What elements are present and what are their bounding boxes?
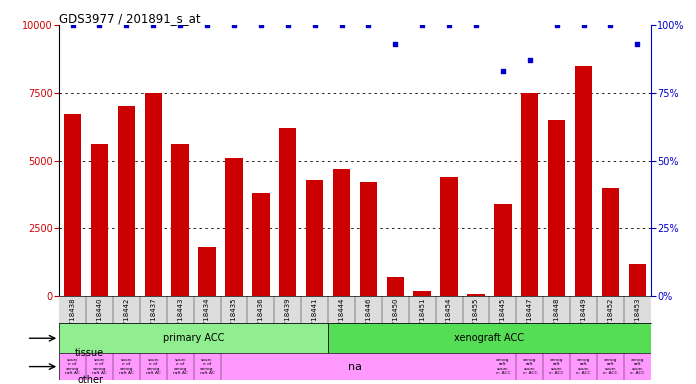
Text: GSM718450: GSM718450 bbox=[393, 298, 398, 340]
Text: xenog
raft
sourc
e: ACC: xenog raft sourc e: ACC bbox=[630, 358, 644, 375]
Bar bbox=[333, 169, 350, 296]
Text: GSM718445: GSM718445 bbox=[500, 298, 506, 340]
Point bbox=[363, 22, 374, 28]
Text: GSM718446: GSM718446 bbox=[365, 298, 372, 340]
Bar bbox=[198, 247, 216, 296]
Text: xenograft ACC: xenograft ACC bbox=[454, 333, 524, 343]
Bar bbox=[226, 158, 243, 296]
Bar bbox=[59, 323, 328, 353]
Bar bbox=[171, 144, 189, 296]
Point bbox=[605, 22, 616, 28]
Text: GSM718436: GSM718436 bbox=[258, 298, 264, 340]
Point bbox=[390, 41, 401, 47]
Point bbox=[67, 22, 78, 28]
Bar bbox=[601, 188, 619, 296]
Text: GSM718448: GSM718448 bbox=[553, 298, 560, 340]
Text: GSM718440: GSM718440 bbox=[97, 298, 102, 340]
Point bbox=[578, 22, 589, 28]
Bar bbox=[145, 93, 162, 296]
Point bbox=[443, 22, 454, 28]
Point bbox=[175, 22, 186, 28]
Bar bbox=[494, 204, 512, 296]
Bar bbox=[118, 106, 135, 296]
Text: sourc
e of
xenog
raft AC: sourc e of xenog raft AC bbox=[146, 358, 161, 375]
Bar bbox=[306, 180, 324, 296]
Point bbox=[282, 22, 293, 28]
Bar bbox=[279, 128, 296, 296]
Text: GSM718442: GSM718442 bbox=[123, 298, 129, 340]
Point bbox=[470, 22, 482, 28]
Bar bbox=[360, 182, 377, 296]
Point bbox=[309, 22, 320, 28]
Text: GDS3977 / 201891_s_at: GDS3977 / 201891_s_at bbox=[59, 12, 200, 25]
Point bbox=[228, 22, 239, 28]
Text: GSM718441: GSM718441 bbox=[312, 298, 317, 340]
Bar bbox=[413, 291, 431, 296]
Bar bbox=[386, 277, 404, 296]
Bar bbox=[64, 114, 81, 296]
Point bbox=[148, 22, 159, 28]
Text: primary ACC: primary ACC bbox=[163, 333, 224, 343]
Text: tissue: tissue bbox=[74, 348, 104, 358]
Point bbox=[551, 22, 562, 28]
Text: sourc
e of
xenog
raft AC: sourc e of xenog raft AC bbox=[173, 358, 188, 375]
Text: GSM718455: GSM718455 bbox=[473, 298, 479, 340]
Text: GSM718444: GSM718444 bbox=[338, 298, 345, 340]
Point bbox=[524, 57, 535, 63]
Point bbox=[417, 22, 428, 28]
Bar bbox=[521, 93, 539, 296]
Text: GSM718453: GSM718453 bbox=[634, 298, 640, 340]
Text: xenog
raft
sourc
e: ACC: xenog raft sourc e: ACC bbox=[576, 358, 591, 375]
Point bbox=[336, 22, 347, 28]
Bar bbox=[328, 323, 651, 353]
Text: GSM718434: GSM718434 bbox=[204, 298, 210, 340]
Text: sourc
e of
xenog
raft AC: sourc e of xenog raft AC bbox=[200, 358, 214, 375]
Text: xenog
raft
sourc
e: ACC: xenog raft sourc e: ACC bbox=[496, 358, 510, 375]
Point bbox=[121, 22, 132, 28]
Text: GSM718447: GSM718447 bbox=[527, 298, 532, 340]
Bar bbox=[548, 120, 565, 296]
Text: GSM718438: GSM718438 bbox=[70, 298, 76, 340]
Text: GSM718439: GSM718439 bbox=[285, 298, 291, 340]
Text: GSM718454: GSM718454 bbox=[446, 298, 452, 340]
Text: GSM718437: GSM718437 bbox=[150, 298, 157, 340]
Bar bbox=[575, 66, 592, 296]
Point bbox=[94, 22, 105, 28]
Text: GSM718443: GSM718443 bbox=[177, 298, 183, 340]
Point bbox=[202, 22, 213, 28]
Text: other: other bbox=[77, 375, 104, 384]
Text: GSM718449: GSM718449 bbox=[580, 298, 587, 340]
Text: GSM718435: GSM718435 bbox=[231, 298, 237, 340]
Bar bbox=[441, 177, 458, 296]
Point bbox=[632, 41, 643, 47]
Point bbox=[255, 22, 267, 28]
Text: sourc
e of
xenog
raft AC: sourc e of xenog raft AC bbox=[65, 358, 80, 375]
Text: xenog
raft
sourc
e: ACC: xenog raft sourc e: ACC bbox=[549, 358, 564, 375]
Text: sourc
e of
xenog
raft AC: sourc e of xenog raft AC bbox=[92, 358, 107, 375]
Text: xenog
raft
sourc
e: ACC: xenog raft sourc e: ACC bbox=[603, 358, 617, 375]
Text: GSM718452: GSM718452 bbox=[608, 298, 613, 340]
Bar bbox=[90, 144, 109, 296]
Bar bbox=[252, 193, 269, 296]
Bar bbox=[467, 294, 484, 296]
Text: xenog
raft
sourc
e: ACC: xenog raft sourc e: ACC bbox=[523, 358, 537, 375]
Text: GSM718451: GSM718451 bbox=[419, 298, 425, 340]
Point bbox=[498, 68, 509, 74]
Text: na: na bbox=[348, 362, 362, 372]
Text: sourc
e of
xenog
raft AC: sourc e of xenog raft AC bbox=[119, 358, 134, 375]
Bar bbox=[628, 264, 646, 296]
